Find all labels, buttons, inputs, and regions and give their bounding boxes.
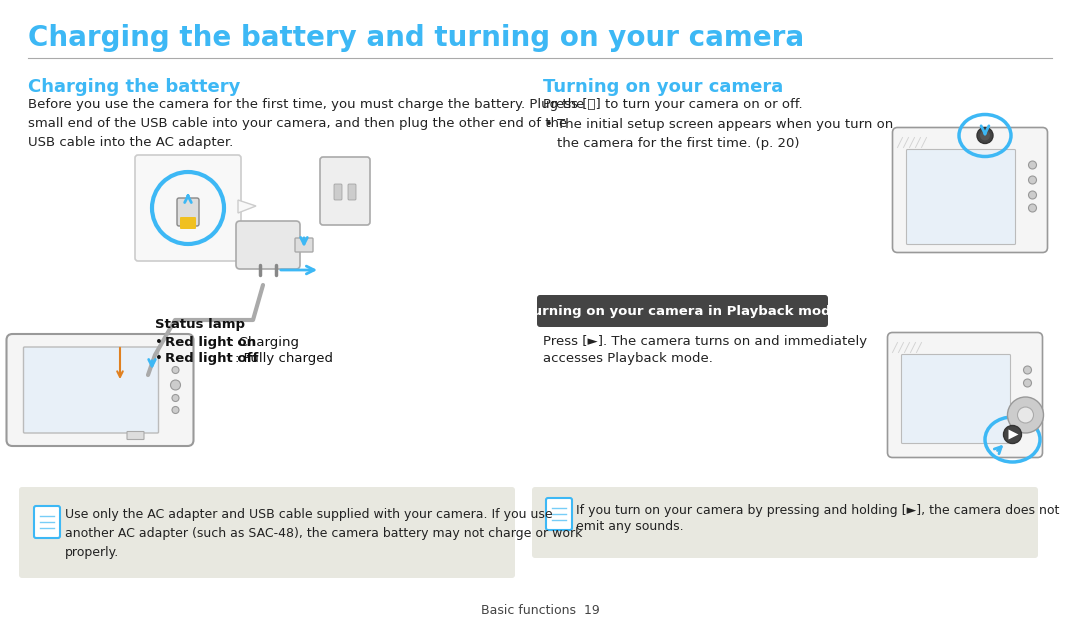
Circle shape <box>1028 176 1037 184</box>
Text: Red light off: Red light off <box>165 352 258 365</box>
FancyBboxPatch shape <box>546 498 572 530</box>
FancyBboxPatch shape <box>237 221 300 269</box>
Circle shape <box>171 380 180 390</box>
FancyBboxPatch shape <box>295 238 313 252</box>
Polygon shape <box>238 200 256 213</box>
FancyBboxPatch shape <box>127 432 144 440</box>
Circle shape <box>1028 204 1037 212</box>
FancyBboxPatch shape <box>135 155 241 261</box>
FancyBboxPatch shape <box>19 487 515 578</box>
FancyBboxPatch shape <box>6 334 193 446</box>
Text: Red light on: Red light on <box>165 336 256 349</box>
FancyBboxPatch shape <box>888 333 1042 457</box>
Text: : Charging: : Charging <box>230 336 299 349</box>
Text: Status lamp: Status lamp <box>156 318 245 331</box>
FancyBboxPatch shape <box>902 355 1011 444</box>
Text: accesses Playback mode.: accesses Playback mode. <box>543 352 713 365</box>
Circle shape <box>1028 161 1037 169</box>
Text: •: • <box>156 336 172 349</box>
FancyBboxPatch shape <box>348 184 356 200</box>
Text: •: • <box>156 352 172 365</box>
Circle shape <box>1028 191 1037 199</box>
Polygon shape <box>1009 430 1018 440</box>
Text: Charging the battery and turning on your camera: Charging the battery and turning on your… <box>28 24 805 52</box>
Circle shape <box>1003 425 1022 444</box>
Text: emit any sounds.: emit any sounds. <box>576 520 684 533</box>
Circle shape <box>172 406 179 413</box>
Circle shape <box>172 394 179 401</box>
FancyBboxPatch shape <box>177 198 199 226</box>
FancyBboxPatch shape <box>906 149 1015 244</box>
Text: Press [►]. The camera turns on and immediately: Press [►]. The camera turns on and immed… <box>543 335 867 348</box>
Text: If you turn on your camera by pressing and holding [►], the camera does not: If you turn on your camera by pressing a… <box>576 504 1059 517</box>
Circle shape <box>1017 407 1034 423</box>
FancyBboxPatch shape <box>532 487 1038 558</box>
Text: Turning on your camera in Playback mode: Turning on your camera in Playback mode <box>525 304 839 318</box>
FancyBboxPatch shape <box>33 506 60 538</box>
FancyBboxPatch shape <box>139 361 163 375</box>
Text: Use only the AC adapter and USB cable supplied with your camera. If you use
anot: Use only the AC adapter and USB cable su… <box>65 508 582 559</box>
Circle shape <box>977 127 993 144</box>
Circle shape <box>980 130 990 140</box>
Circle shape <box>172 367 179 374</box>
FancyBboxPatch shape <box>892 127 1048 253</box>
Text: The initial setup screen appears when you turn on
the camera for the first time.: The initial setup screen appears when yo… <box>557 118 893 150</box>
FancyBboxPatch shape <box>24 347 159 433</box>
FancyBboxPatch shape <box>320 157 370 225</box>
Circle shape <box>1024 379 1031 387</box>
FancyBboxPatch shape <box>334 184 342 200</box>
Circle shape <box>1024 366 1031 374</box>
FancyBboxPatch shape <box>537 295 828 327</box>
Text: Press [⏻] to turn your camera on or off.: Press [⏻] to turn your camera on or off. <box>543 98 802 111</box>
Text: Basic functions  19: Basic functions 19 <box>481 604 599 617</box>
Text: Turning on your camera: Turning on your camera <box>543 78 783 96</box>
Text: •: • <box>545 118 553 131</box>
FancyBboxPatch shape <box>180 217 195 229</box>
Text: Charging the battery: Charging the battery <box>28 78 241 96</box>
Text: : Fully charged: : Fully charged <box>235 352 333 365</box>
Text: Before you use the camera for the first time, you must charge the battery. Plug : Before you use the camera for the first … <box>28 98 584 149</box>
Circle shape <box>1008 397 1043 433</box>
